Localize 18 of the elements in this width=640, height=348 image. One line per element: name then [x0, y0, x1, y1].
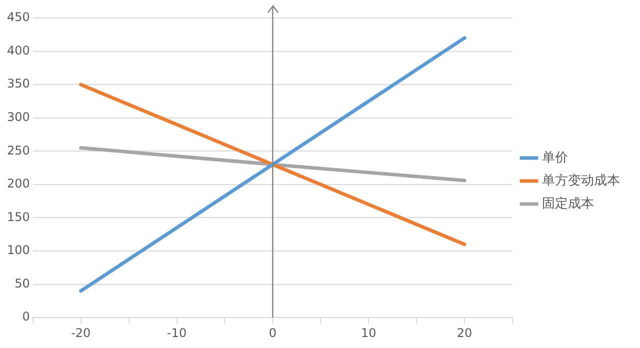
- legend-label: 单方变动成本: [542, 172, 620, 188]
- y-tick-label: 450: [7, 10, 30, 24]
- y-tick-label: 250: [7, 143, 30, 158]
- y-tick-label: 100: [7, 243, 30, 258]
- x-tick-label: -20: [71, 326, 91, 340]
- x-tick-label: 0: [268, 326, 277, 340]
- legend-label: 单价: [542, 150, 568, 166]
- x-tick-label: 10: [360, 326, 376, 340]
- y-tick-label: 300: [7, 110, 30, 124]
- y-tick-label: 400: [7, 43, 30, 58]
- y-tick-label: 50: [14, 276, 30, 290]
- y-tick-label: 150: [7, 210, 30, 224]
- x-tick-label: -10: [166, 326, 187, 340]
- x-tick-label: 20: [456, 326, 472, 340]
- y-tick-label: 0: [22, 310, 30, 324]
- legend-label: 固定成本: [542, 196, 594, 212]
- y-tick-label: 350: [7, 76, 30, 91]
- y-tick-label: 200: [7, 176, 30, 191]
